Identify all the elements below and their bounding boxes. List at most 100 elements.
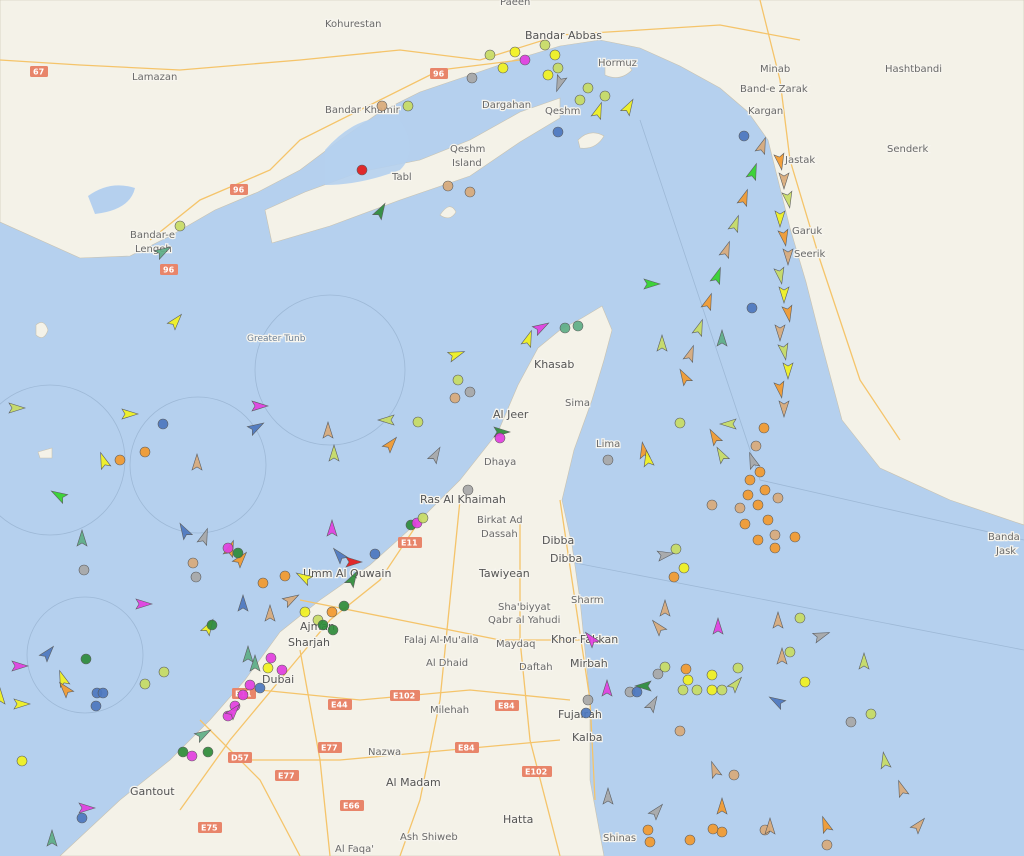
moving-vessel-marker[interactable] (135, 598, 154, 610)
moving-vessel-marker[interactable] (909, 815, 928, 835)
moving-vessel-marker[interactable] (531, 319, 551, 337)
moving-vessel-marker[interactable] (231, 549, 250, 569)
moving-vessel-marker[interactable] (682, 344, 698, 364)
moving-vessel-marker[interactable] (767, 693, 787, 711)
anchored-vessel-marker[interactable] (716, 684, 728, 696)
anchored-vessel-marker[interactable] (758, 422, 770, 434)
anchored-vessel-marker[interactable] (484, 49, 496, 61)
anchored-vessel-marker[interactable] (449, 392, 461, 404)
anchored-vessel-marker[interactable] (678, 562, 690, 574)
anchored-vessel-marker[interactable] (356, 164, 368, 176)
anchored-vessel-marker[interactable] (602, 454, 614, 466)
anchored-vessel-marker[interactable] (452, 374, 464, 386)
anchored-vessel-marker[interactable] (519, 54, 531, 66)
anchored-vessel-marker[interactable] (187, 557, 199, 569)
moving-vessel-marker[interactable] (773, 266, 787, 285)
anchored-vessel-marker[interactable] (769, 542, 781, 554)
anchored-vessel-marker[interactable] (279, 570, 291, 582)
moving-vessel-marker[interactable] (426, 445, 445, 465)
moving-vessel-marker[interactable] (782, 362, 794, 381)
anchored-vessel-marker[interactable] (317, 619, 329, 631)
anchored-vessel-marker[interactable] (772, 492, 784, 504)
anchored-vessel-marker[interactable] (466, 72, 478, 84)
anchored-vessel-marker[interactable] (794, 612, 806, 624)
moving-vessel-marker[interactable] (736, 188, 752, 208)
moving-vessel-marker[interactable] (778, 400, 790, 419)
anchored-vessel-marker[interactable] (462, 484, 474, 496)
moving-vessel-marker[interactable] (709, 266, 725, 286)
moving-vessel-marker[interactable] (647, 801, 666, 821)
anchored-vessel-marker[interactable] (412, 416, 424, 428)
anchored-vessel-marker[interactable] (684, 834, 696, 846)
anchored-vessel-marker[interactable] (177, 746, 189, 758)
moving-vessel-marker[interactable] (649, 617, 668, 637)
anchored-vessel-marker[interactable] (262, 662, 274, 674)
anchored-vessel-marker[interactable] (732, 662, 744, 674)
moving-vessel-marker[interactable] (777, 342, 791, 361)
vessels[interactable] (0, 39, 928, 851)
moving-vessel-marker[interactable] (294, 569, 314, 587)
anchored-vessel-marker[interactable] (97, 687, 109, 699)
moving-vessel-marker[interactable] (11, 660, 30, 672)
anchored-vessel-marker[interactable] (464, 186, 476, 198)
anchored-vessel-marker[interactable] (644, 836, 656, 848)
moving-vessel-marker[interactable] (764, 816, 776, 835)
anchored-vessel-marker[interactable] (139, 446, 151, 458)
moving-vessel-marker[interactable] (121, 408, 140, 420)
moving-vessel-marker[interactable] (552, 73, 568, 93)
moving-vessel-marker[interactable] (237, 593, 249, 612)
moving-vessel-marker[interactable] (643, 278, 662, 290)
moving-vessel-marker[interactable] (8, 402, 27, 414)
anchored-vessel-marker[interactable] (707, 823, 719, 835)
anchored-vessel-marker[interactable] (90, 700, 102, 712)
anchored-vessel-marker[interactable] (752, 534, 764, 546)
moving-vessel-marker[interactable] (656, 333, 668, 352)
moving-vessel-marker[interactable] (196, 527, 212, 547)
moving-vessel-marker[interactable] (345, 556, 364, 568)
anchored-vessel-marker[interactable] (16, 755, 28, 767)
anchored-vessel-marker[interactable] (202, 746, 214, 758)
moving-vessel-marker[interactable] (446, 347, 466, 363)
moving-vessel-marker[interactable] (56, 679, 75, 699)
moving-vessel-marker[interactable] (13, 698, 32, 710)
moving-vessel-marker[interactable] (191, 452, 203, 471)
anchored-vessel-marker[interactable] (80, 653, 92, 665)
anchored-vessel-marker[interactable] (254, 682, 266, 694)
moving-vessel-marker[interactable] (153, 243, 173, 261)
moving-vessel-marker[interactable] (643, 694, 662, 714)
moving-vessel-marker[interactable] (78, 802, 97, 814)
moving-vessel-marker[interactable] (781, 190, 795, 209)
anchored-vessel-marker[interactable] (674, 417, 686, 429)
moving-vessel-marker[interactable] (224, 701, 243, 721)
anchored-vessel-marker[interactable] (552, 126, 564, 138)
anchored-vessel-marker[interactable] (754, 466, 766, 478)
moving-vessel-marker[interactable] (96, 451, 112, 471)
moving-vessel-marker[interactable] (76, 528, 88, 547)
anchored-vessel-marker[interactable] (222, 542, 234, 554)
anchored-vessel-marker[interactable] (739, 518, 751, 530)
moving-vessel-marker[interactable] (590, 101, 606, 121)
anchored-vessel-marker[interactable] (174, 220, 186, 232)
anchored-vessel-marker[interactable] (742, 489, 754, 501)
moving-vessel-marker[interactable] (718, 240, 734, 260)
anchored-vessel-marker[interactable] (582, 694, 594, 706)
anchored-vessel-marker[interactable] (542, 69, 554, 81)
anchored-vessel-marker[interactable] (574, 94, 586, 106)
moving-vessel-marker[interactable] (371, 201, 390, 221)
anchored-vessel-marker[interactable] (716, 826, 728, 838)
anchored-vessel-marker[interactable] (642, 824, 654, 836)
anchored-vessel-marker[interactable] (369, 548, 381, 560)
anchored-vessel-marker[interactable] (417, 512, 429, 524)
anchored-vessel-marker[interactable] (580, 707, 592, 719)
anchored-vessel-marker[interactable] (265, 652, 277, 664)
moving-vessel-marker[interactable] (676, 367, 694, 387)
anchored-vessel-marker[interactable] (552, 62, 564, 74)
moving-vessel-marker[interactable] (601, 678, 613, 697)
anchored-vessel-marker[interactable] (157, 418, 169, 430)
anchored-vessel-marker[interactable] (691, 684, 703, 696)
moving-vessel-marker[interactable] (176, 521, 194, 541)
anchored-vessel-marker[interactable] (744, 474, 756, 486)
anchored-vessel-marker[interactable] (746, 302, 758, 314)
moving-vessel-marker[interactable] (633, 680, 652, 692)
